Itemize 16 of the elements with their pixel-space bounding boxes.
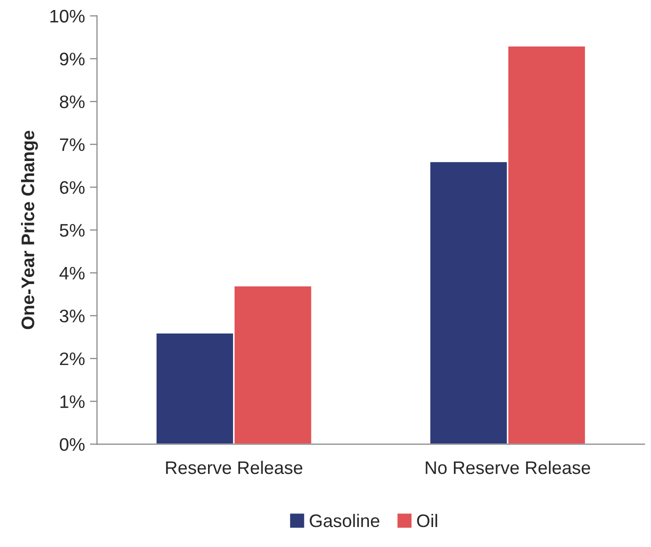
y-axis-title: One-Year Price Change xyxy=(21,130,38,330)
y-tick-label: 1% xyxy=(60,395,85,408)
y-tick-label: 5% xyxy=(60,224,85,237)
y-tick-label: 8% xyxy=(60,95,85,108)
y-tick-label: 10% xyxy=(50,10,85,23)
y-tick-label: 7% xyxy=(60,138,85,152)
x-tick-label: No Reserve Release xyxy=(426,460,590,474)
y-tick-label: 3% xyxy=(60,310,85,322)
y-tick-label: 4% xyxy=(60,266,85,280)
x-tick-label: Reserve Release xyxy=(166,460,302,474)
legend-label: Gasoline xyxy=(310,514,380,528)
legend-label: Oil xyxy=(417,514,438,528)
y-tick-label: 9% xyxy=(60,52,85,66)
y-tick-label: 0% xyxy=(60,438,85,451)
y-tick-label: 6% xyxy=(60,181,85,194)
y-tick-label: 2% xyxy=(60,352,85,366)
